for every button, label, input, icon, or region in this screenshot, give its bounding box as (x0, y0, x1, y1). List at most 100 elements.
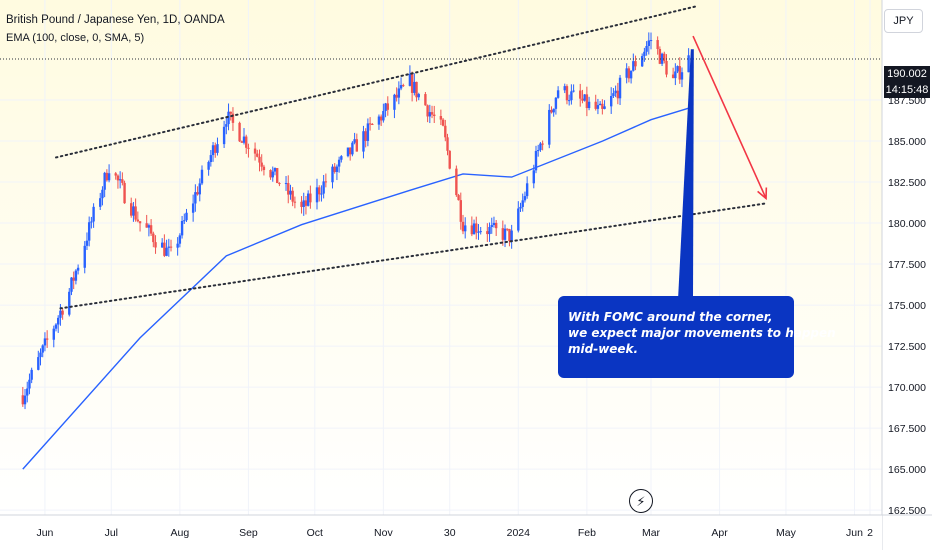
candle-body (198, 183, 201, 195)
candle-body (486, 231, 489, 235)
candle-body (660, 53, 664, 64)
candle-body (629, 70, 633, 79)
candle-body (525, 183, 529, 197)
candle-body (23, 395, 27, 405)
annotation-line-1: With FOMC around the corner, (568, 310, 773, 324)
x-tick-label: Sep (239, 527, 258, 539)
x-tick-label: Jun (846, 527, 863, 539)
candle-body (99, 198, 102, 207)
y-tick-label: 185.000 (888, 136, 926, 148)
candle-body (145, 223, 148, 228)
candle-body (309, 193, 312, 203)
candle-body (54, 324, 58, 329)
ema-line (22, 107, 689, 470)
indicator-legend[interactable]: EMA (100, close, 0, SMA, 5) (6, 32, 145, 44)
annotation-callout[interactable]: With FOMC around the corner, we expect m… (558, 296, 836, 378)
candle-body (366, 123, 370, 141)
annotation-line-3: mid-week. (568, 342, 639, 356)
last-price-tag: 190.002 14:15:48 (884, 66, 930, 98)
candle-body (523, 196, 527, 201)
candle-body (649, 40, 653, 42)
candle-body (656, 40, 659, 49)
candle-body (41, 345, 44, 353)
candle-body (510, 230, 513, 242)
x-tick-label: Jul (105, 527, 118, 539)
candle-body (379, 116, 383, 121)
candle-body (490, 225, 493, 227)
candle-body (70, 277, 73, 292)
x-tick-label: Mar (642, 527, 661, 539)
candle-body (256, 153, 259, 157)
candle-body (123, 182, 126, 204)
candle-body (165, 247, 168, 256)
candle-body (74, 270, 78, 281)
candle-body (83, 245, 86, 268)
candle-body (459, 200, 462, 222)
candle-body (114, 173, 117, 176)
candle-body (627, 68, 631, 79)
plot-background (0, 0, 882, 515)
currency-button[interactable]: JPY (884, 9, 923, 33)
y-tick-label: 175.000 (888, 300, 926, 312)
y-tick-label: 170.000 (888, 382, 926, 394)
candle-body (479, 231, 482, 233)
upper-channel-line (54, 5, 697, 159)
candle-body (28, 379, 31, 389)
candle-body (408, 73, 412, 86)
candle-body (287, 183, 290, 195)
candle-body (353, 139, 356, 143)
candle-body (386, 103, 389, 110)
candle-body (180, 220, 184, 236)
candle-body (275, 168, 279, 184)
candle-body (152, 233, 155, 243)
lightning-bolt-icon[interactable]: ⚡︎ (629, 489, 653, 513)
symbol-title[interactable]: British Pound / Japanese Yen, 1D, OANDA (6, 14, 225, 26)
candle-body (362, 131, 365, 152)
candle-body (138, 221, 142, 224)
candle-body (134, 206, 137, 220)
candle-body (52, 328, 55, 340)
candle-body (410, 73, 414, 93)
candle-body (136, 219, 140, 222)
y-tick-label: 187.500 (888, 95, 926, 107)
bar-countdown: 14:15:48 (885, 84, 929, 96)
candle-body (149, 225, 153, 234)
price-axis[interactable]: 162.500 165.000 167.500 170.000 172.500 175.0… (888, 95, 926, 517)
candle-body (291, 190, 294, 202)
time-axis[interactable]: Jun Jul Aug Sep Oct Nov 30 2024 Feb Mar Apr May Jun 2 (36, 527, 873, 539)
candle-body (581, 98, 584, 101)
candle-body (238, 122, 241, 142)
candle-body (229, 111, 232, 114)
candle-body (492, 222, 496, 226)
candle-body (216, 144, 219, 153)
candle-body (147, 225, 151, 228)
candle-body (87, 222, 91, 241)
candle-body (430, 112, 434, 115)
candle-body (103, 172, 106, 190)
candle-body (21, 395, 25, 405)
candle-body (402, 85, 405, 87)
candle-body (671, 74, 675, 79)
candle-body (176, 243, 179, 248)
candle-body (461, 221, 465, 232)
candle-body (178, 235, 182, 244)
channel-lines (54, 5, 768, 310)
y-tick-label: 182.500 (888, 177, 926, 189)
candle-body (240, 141, 244, 143)
candle-body (472, 223, 476, 235)
candle-body (596, 105, 600, 109)
y-tick-label: 177.500 (888, 259, 926, 271)
candle-body (39, 352, 42, 358)
x-tick-label: May (776, 527, 797, 539)
candle-body (315, 187, 319, 203)
candle-body (678, 66, 681, 80)
candle-body (346, 147, 350, 157)
candle-body (242, 136, 246, 143)
candle-body (293, 201, 297, 203)
candle-body (583, 94, 586, 101)
candle-body (337, 159, 341, 167)
candle-body (470, 225, 474, 235)
candle-body (603, 106, 606, 109)
